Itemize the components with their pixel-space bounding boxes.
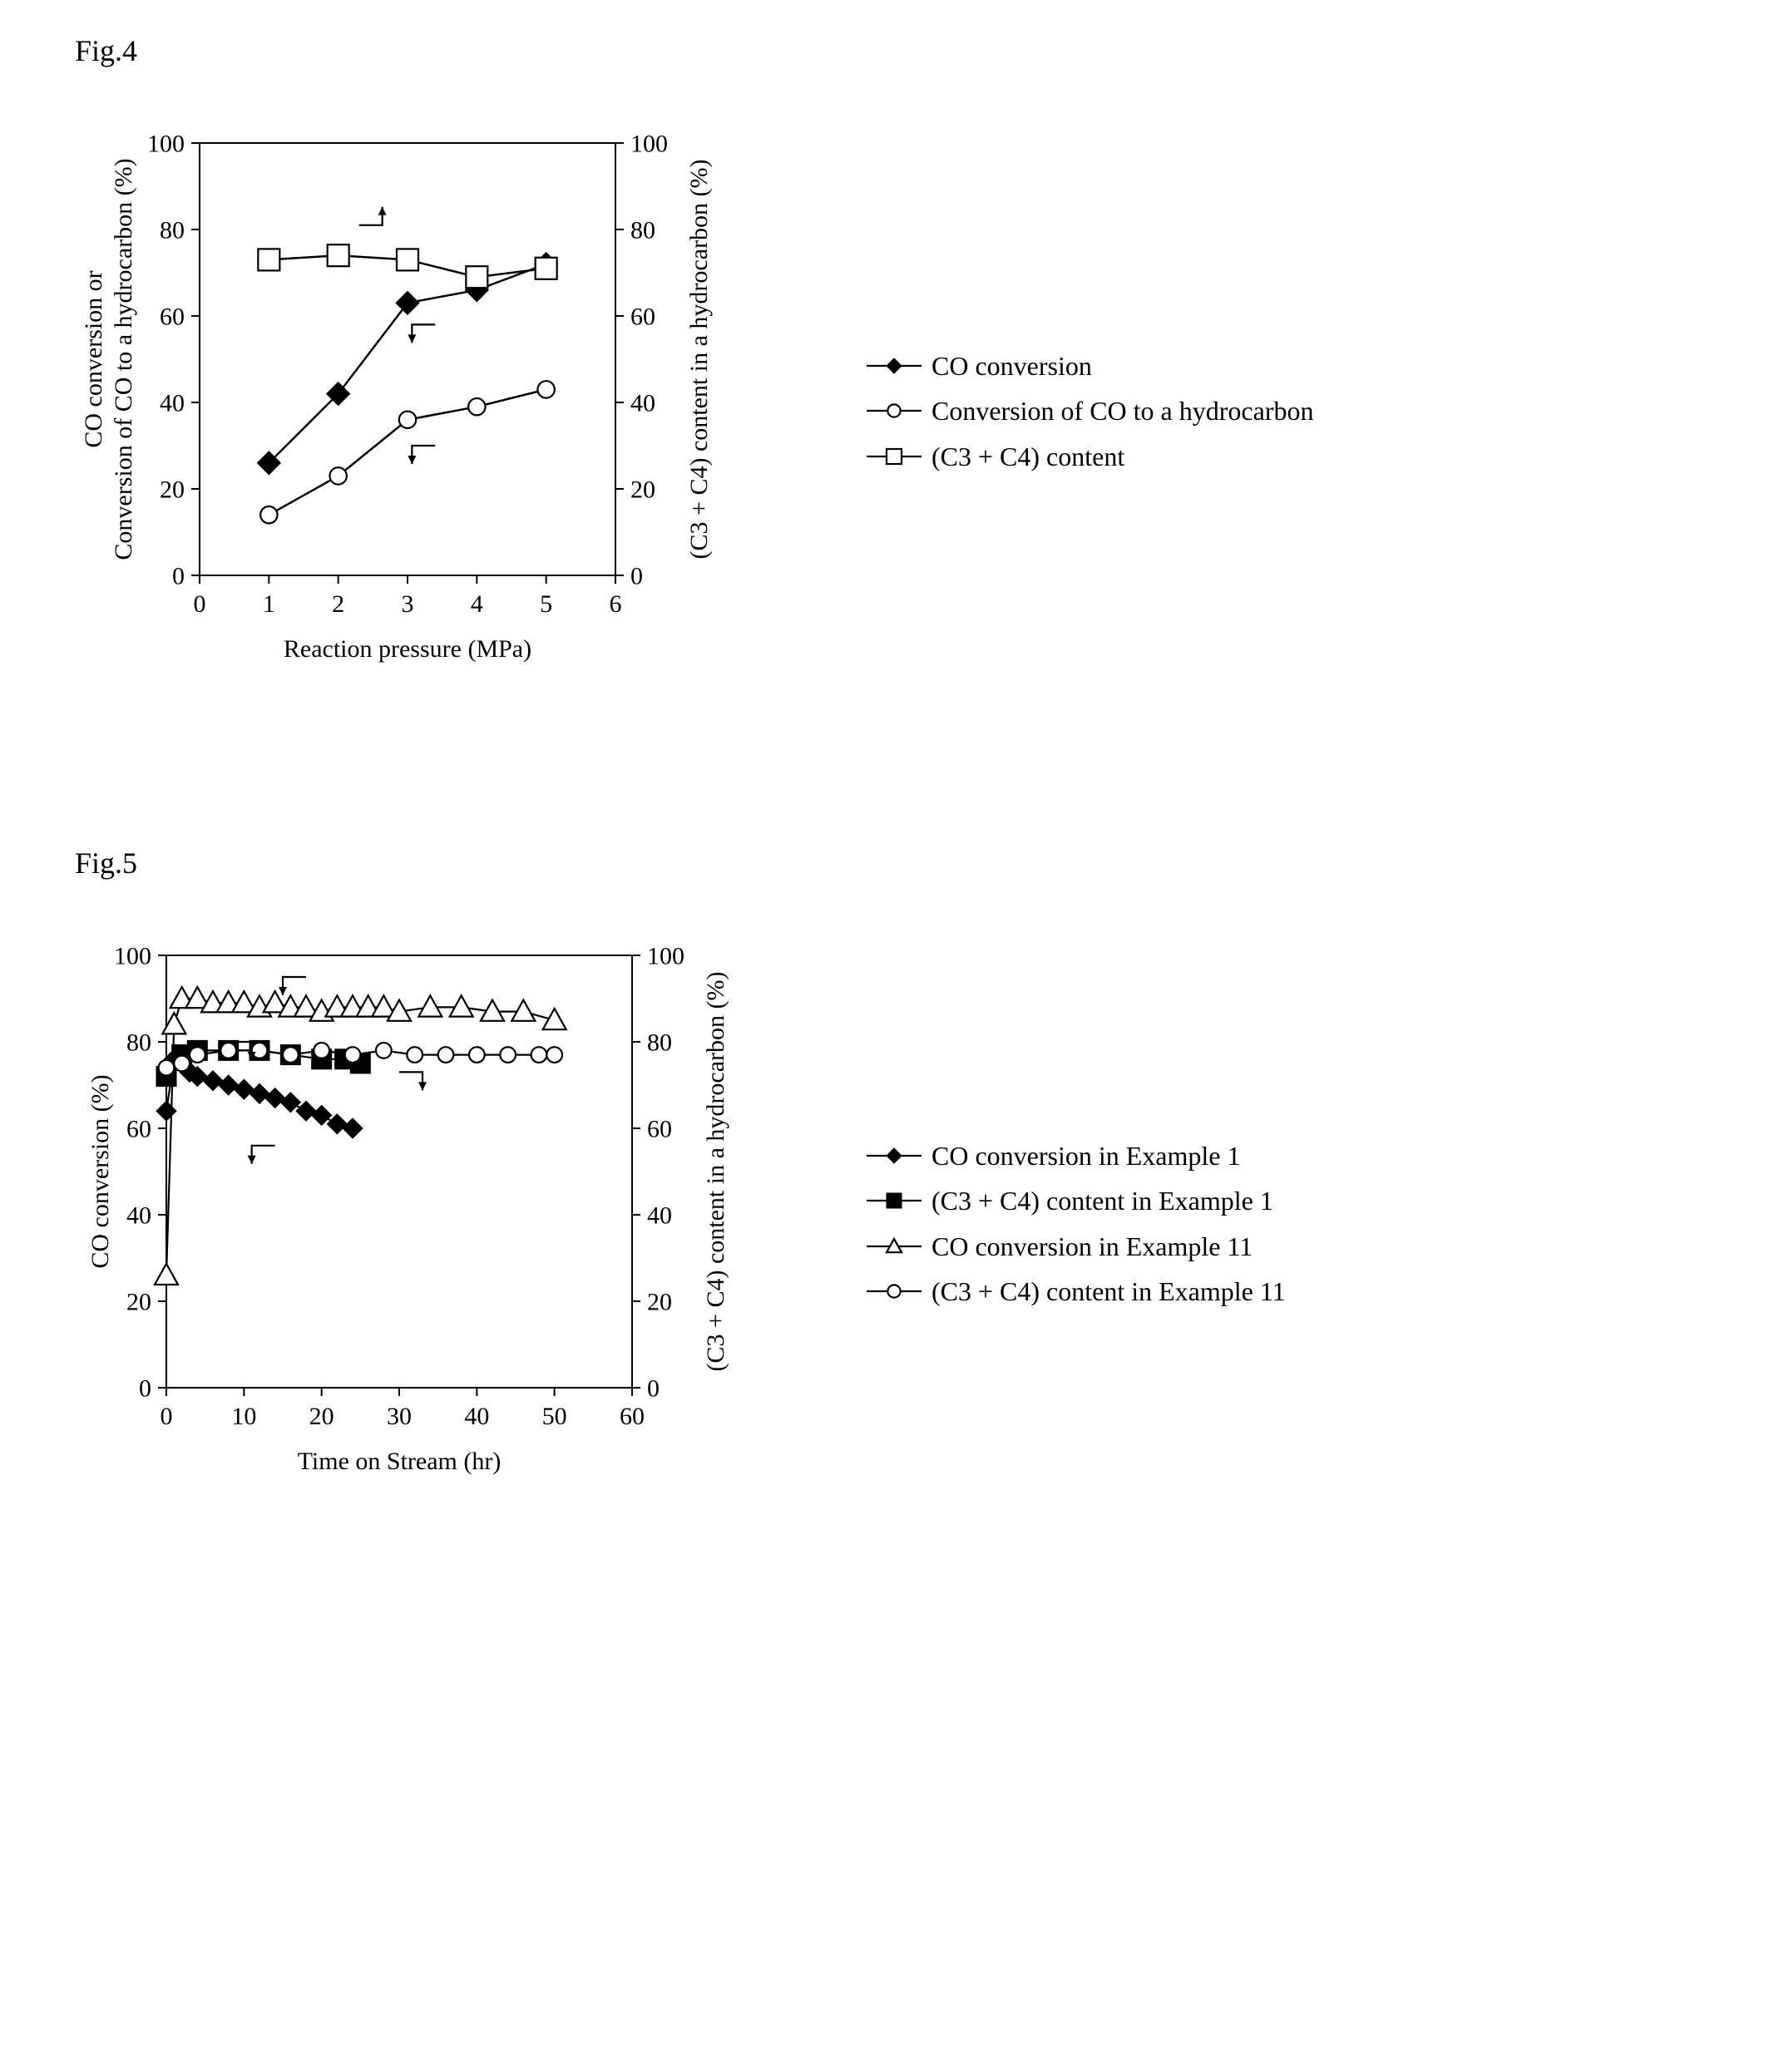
figure-4-chart: 0123456020406080100020406080100Reaction … <box>42 110 832 713</box>
svg-text:80: 80 <box>647 1029 672 1057</box>
svg-text:Reaction pressure (MPa): Reaction pressure (MPa) <box>284 635 531 663</box>
figure-4-legend: CO conversionConversion of CO to a hydro… <box>865 343 1313 479</box>
svg-text:80: 80 <box>630 217 655 244</box>
svg-text:20: 20 <box>630 476 655 504</box>
svg-text:40: 40 <box>464 1403 489 1430</box>
svg-text:Time on Stream (hr): Time on Stream (hr) <box>298 1448 502 1475</box>
svg-text:40: 40 <box>647 1202 672 1230</box>
legend-label: Conversion of CO to a hydrocarbon <box>931 388 1313 433</box>
legend-swatch-icon <box>865 1147 923 1165</box>
svg-text:(C3 + C4) content in a hydroca: (C3 + C4) content in a hydrocarbon (%) <box>685 160 713 560</box>
figure-5-chart: 0102030405060020406080100020406080100Tim… <box>42 922 832 1525</box>
legend-item: CO conversion in Example 11 <box>865 1224 1286 1269</box>
svg-text:60: 60 <box>630 303 655 331</box>
svg-text:40: 40 <box>126 1202 151 1230</box>
svg-text:80: 80 <box>126 1029 151 1057</box>
svg-text:40: 40 <box>160 390 185 417</box>
svg-text:10: 10 <box>231 1403 256 1430</box>
legend-item: (C3 + C4) content in Example 11 <box>865 1269 1286 1314</box>
legend-label: CO conversion in Example 1 <box>931 1133 1240 1178</box>
svg-text:0: 0 <box>139 1375 151 1403</box>
figure-4-caption: Fig.4 <box>75 33 1732 68</box>
figure-5: Fig.5 0102030405060020406080100020406080… <box>42 846 1732 1525</box>
legend-item: (C3 + C4) content in Example 1 <box>865 1178 1286 1223</box>
legend-item: (C3 + C4) content <box>865 434 1313 479</box>
svg-text:(C3 + C4) content in a hydroca: (C3 + C4) content in a hydrocarbon (%) <box>702 972 729 1372</box>
legend-swatch-icon <box>865 447 923 466</box>
legend-label: CO conversion <box>931 343 1092 388</box>
legend-item: CO conversion <box>865 343 1313 388</box>
svg-text:1: 1 <box>263 590 275 618</box>
svg-text:100: 100 <box>647 943 684 970</box>
svg-text:0: 0 <box>161 1403 173 1430</box>
svg-text:100: 100 <box>114 943 151 970</box>
svg-text:20: 20 <box>126 1289 151 1316</box>
svg-text:100: 100 <box>147 131 185 158</box>
svg-text:80: 80 <box>160 217 185 244</box>
legend-swatch-icon <box>865 357 923 375</box>
svg-text:0: 0 <box>647 1375 660 1403</box>
svg-text:3: 3 <box>402 590 414 618</box>
svg-text:6: 6 <box>610 590 622 618</box>
legend-swatch-icon <box>865 1282 923 1300</box>
svg-text:30: 30 <box>387 1403 412 1430</box>
legend-label: (C3 + C4) content in Example 1 <box>931 1178 1273 1223</box>
svg-text:CO conversion or: CO conversion or <box>80 270 107 447</box>
svg-text:0: 0 <box>172 563 185 590</box>
figure-5-caption: Fig.5 <box>75 846 1732 881</box>
figure-4: Fig.4 0123456020406080100020406080100Rea… <box>42 33 1732 713</box>
legend-item: CO conversion in Example 1 <box>865 1133 1286 1178</box>
svg-text:20: 20 <box>647 1289 672 1316</box>
legend-label: (C3 + C4) content <box>931 434 1124 479</box>
svg-text:20: 20 <box>160 476 185 504</box>
svg-text:60: 60 <box>160 303 185 331</box>
svg-text:50: 50 <box>542 1403 567 1430</box>
svg-text:CO conversion (%): CO conversion (%) <box>86 1074 114 1268</box>
legend-label: CO conversion in Example 11 <box>931 1224 1253 1269</box>
svg-text:0: 0 <box>630 563 643 590</box>
figure-4-row: 0123456020406080100020406080100Reaction … <box>42 110 1732 713</box>
legend-label: (C3 + C4) content in Example 11 <box>931 1269 1286 1314</box>
legend-swatch-icon <box>865 402 923 420</box>
legend-swatch-icon <box>865 1237 923 1256</box>
svg-text:40: 40 <box>630 390 655 417</box>
legend-item: Conversion of CO to a hydrocarbon <box>865 388 1313 433</box>
svg-text:60: 60 <box>647 1116 672 1143</box>
svg-text:5: 5 <box>540 590 552 618</box>
svg-text:2: 2 <box>332 590 344 618</box>
svg-text:20: 20 <box>309 1403 334 1430</box>
svg-text:60: 60 <box>620 1403 645 1430</box>
figure-5-row: 0102030405060020406080100020406080100Tim… <box>42 922 1732 1525</box>
svg-text:60: 60 <box>126 1116 151 1143</box>
svg-text:0: 0 <box>194 590 206 618</box>
svg-text:Conversion of CO to a hydrocar: Conversion of CO to a hydrocarbon (%) <box>110 158 137 560</box>
legend-swatch-icon <box>865 1191 923 1210</box>
figure-5-legend: CO conversion in Example 1(C3 + C4) cont… <box>865 1133 1286 1315</box>
svg-text:4: 4 <box>471 590 483 618</box>
svg-text:100: 100 <box>630 131 668 158</box>
